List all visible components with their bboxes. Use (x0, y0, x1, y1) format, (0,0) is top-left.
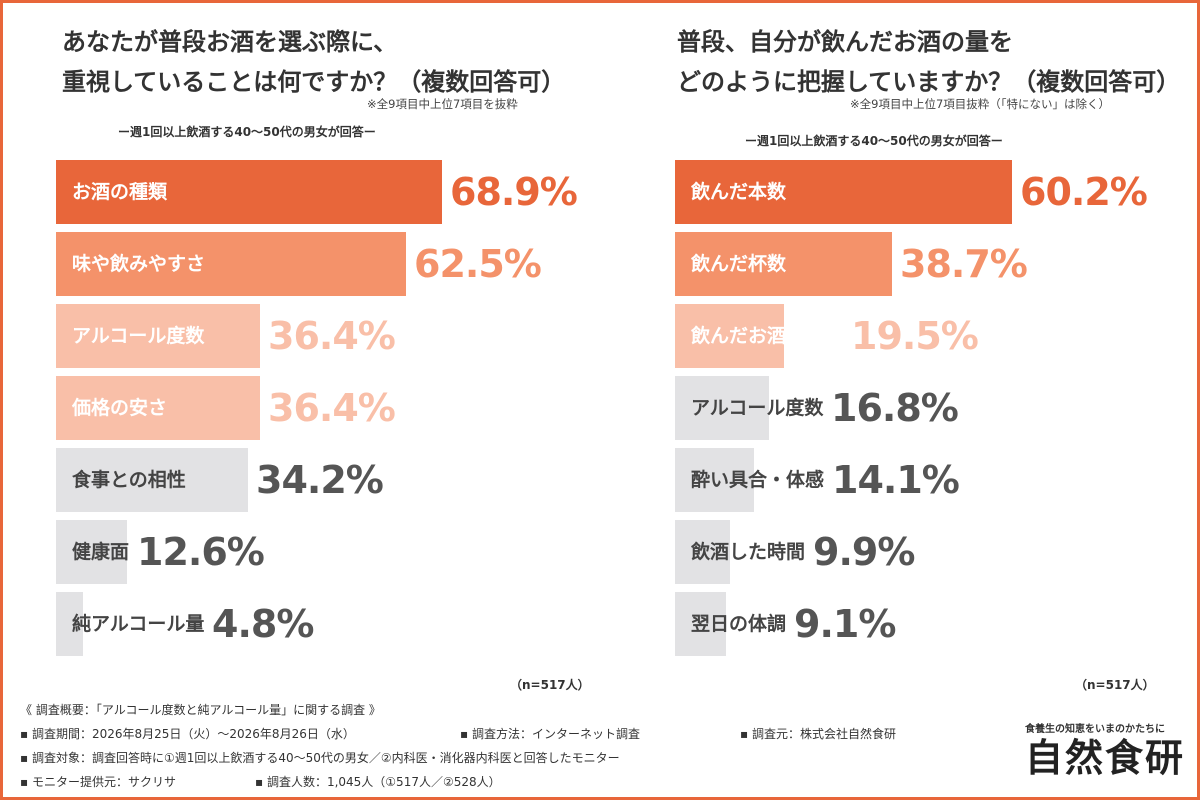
left-value-label: 36.4% (268, 386, 396, 430)
company-logo: 食養生の知恵をいまのかたちに 自然食研 (1025, 720, 1185, 781)
right-bar-row: アルコール度数 16.8% (675, 376, 1190, 440)
summary-source: ▪ 調査元：株式会社自然食研 (740, 727, 896, 741)
left-value-label: 12.6% (137, 530, 265, 574)
left-value-label: 34.2% (256, 458, 384, 502)
left-bar (56, 448, 248, 512)
left-bar-row: 純アルコール量 4.8% (56, 592, 616, 656)
right-value-label: 38.7% (900, 242, 1028, 286)
right-value-label: 9.9% (813, 530, 915, 574)
right-bar (675, 160, 1012, 224)
summary-provider: ▪ モニター提供元：サクリサ (20, 775, 176, 789)
right-bar-row: 翌日の体調 9.1% (675, 592, 1190, 656)
right-subtitle: ー週1回以上飲酒する40〜50代の男女が回答ー (745, 134, 1003, 148)
left-bar-row: 食事との相性 34.2% (56, 448, 616, 512)
left-bar (56, 520, 127, 584)
left-bar (56, 304, 260, 368)
logo-name: 自然食研 (1025, 735, 1186, 780)
right-bar-label: 飲酒した時間 (691, 541, 806, 563)
right-value-label: 9.1% (794, 602, 896, 646)
right-value-label: 16.8% (831, 386, 959, 430)
right-value-label: 14.1% (832, 458, 960, 502)
left-bar (56, 592, 83, 656)
left-bar-row: お酒の種類 68.9% (56, 160, 616, 224)
right-bar-row: 飲んだお酒の容量 19.5% (675, 304, 1190, 368)
right-bar-row: 飲んだ杯数 38.7% (675, 232, 1190, 296)
left-bar-row: 価格の安さ 36.4% (56, 376, 616, 440)
left-bar-row: アルコール度数 36.4% (56, 304, 616, 368)
right-bar-label: アルコール度数 (691, 397, 824, 419)
left-bar-chart: お酒の種類 68.9% 味や飲みやすさ 62.5% アルコール度数 36.4% 価格の安さ 3… (56, 160, 616, 680)
right-bar-row: 飲酒した時間 9.9% (675, 520, 1190, 584)
left-value-label: 62.5% (414, 242, 542, 286)
right-bar (675, 448, 754, 512)
left-chart-title: あなたが普段お酒を選ぶ際に、 重視していることは何ですか？（複数回答可） (62, 22, 565, 102)
right-bar-chart: 飲んだ本数 60.2% 飲んだ杯数 38.7% 飲んだお酒の容量 19.5% アルコール度数… (675, 160, 1190, 680)
summary-count: ▪ 調査人数：1,045人（①517人／②528人） (255, 775, 501, 789)
summary-heading: 《 調査概要：「アルコール度数と純アルコール量」に関する調査 》 (20, 703, 381, 717)
right-bar (675, 232, 892, 296)
left-note: ※全9項目中上位7項目を抜粋 (367, 97, 518, 111)
left-value-label: 4.8% (212, 602, 314, 646)
right-bar-label: 飲んだ本数 (691, 181, 787, 203)
left-bar-label: アルコール度数 (72, 325, 205, 347)
left-bar-row: 味や飲みやすさ 62.5% (56, 232, 616, 296)
right-note: ※全9項目中上位7項目抜粋（「特にない」は除く） (850, 97, 1111, 111)
summary-target: ▪ 調査対象：調査回答時に①週1回以上飲酒する40〜50代の男女／②内科医・消化… (20, 751, 620, 765)
left-bar (56, 376, 260, 440)
left-bar-label: 健康面 (72, 541, 130, 563)
right-bar-label: 翌日の体調 (691, 613, 787, 635)
left-subtitle: ー週1回以上飲酒する40〜50代の男女が回答ー (118, 125, 376, 139)
right-bar-row: 酔い具合・体感 14.1% (675, 448, 1190, 512)
right-bar (675, 376, 769, 440)
left-title-line2: 重視していることは何ですか？（複数回答可） (62, 68, 566, 96)
right-bar (675, 520, 730, 584)
left-bar-label: 価格の安さ (72, 397, 168, 419)
right-value-label: 19.5% (851, 314, 979, 358)
left-value-label: 68.9% (450, 170, 578, 214)
left-bar-label: 味や飲みやすさ (72, 253, 206, 275)
right-bar (675, 304, 784, 368)
logo-tagline: 食養生の知恵をいまのかたちに (1025, 724, 1165, 735)
summary-method: ▪ 調査方法：インターネット調査 (460, 727, 640, 741)
left-bar-row: 健康面 12.6% (56, 520, 616, 584)
left-bar (56, 232, 406, 296)
right-bar-label: 酔い具合・体感 (691, 469, 825, 491)
left-bar-label: お酒の種類 (72, 181, 168, 203)
summary-period: ▪ 調査期間：2026年8月25日（火）〜2026年8月26日（水） (20, 727, 355, 741)
left-value-label: 36.4% (268, 314, 396, 358)
left-bar-label: 食事との相性 (72, 469, 186, 491)
left-sample-size: （n=517人） (510, 678, 590, 692)
left-bar-label: 純アルコール量 (72, 613, 205, 635)
right-bar-label: 飲んだ杯数 (691, 253, 787, 275)
left-title-line1: あなたが普段お酒を選ぶ際に、 (62, 28, 398, 56)
left-bar (56, 160, 442, 224)
right-value-label: 60.2% (1020, 170, 1148, 214)
right-bar-row: 飲んだ本数 60.2% (675, 160, 1190, 224)
right-sample-size: （n=517人） (1075, 678, 1155, 692)
right-bar-label: 飲んだお酒の容量 (691, 325, 844, 347)
right-chart-title: 普段、自分が飲んだお酒の量を どのように把握していますか？（複数回答可） (677, 22, 1180, 102)
right-title-line2: どのように把握していますか？（複数回答可） (677, 68, 1181, 96)
right-bar (675, 592, 726, 656)
right-title-line1: 普段、自分が飲んだお酒の量を (677, 28, 1013, 56)
